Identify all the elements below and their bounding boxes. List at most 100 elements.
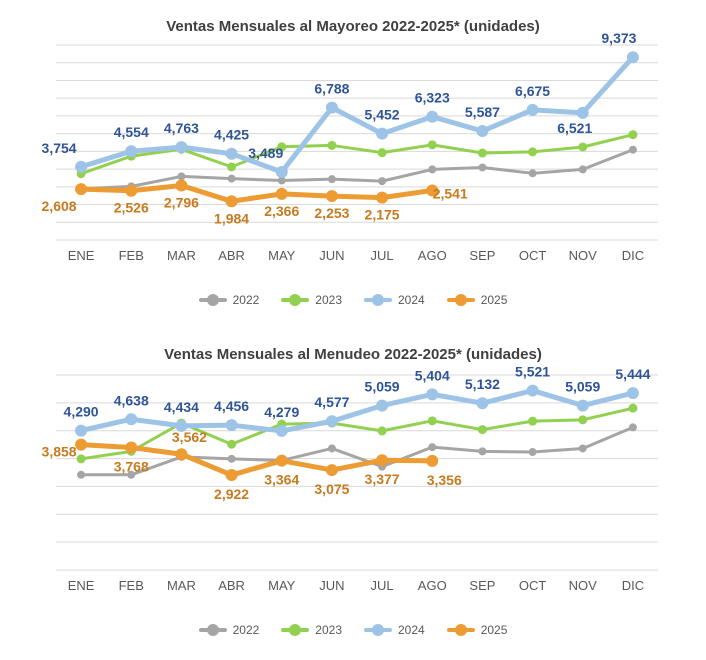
data-label-2024: 4,279 [264, 404, 299, 420]
series-line-2024 [78, 388, 636, 434]
series-line-2024 [78, 54, 636, 175]
x-tick-label: MAR [167, 248, 196, 263]
legend-swatch-2025 [446, 624, 475, 636]
data-label-2025: 2,253 [314, 205, 349, 221]
data-point-2024 [275, 165, 288, 178]
legend-swatch-2023 [281, 624, 310, 636]
data-point-2022 [578, 165, 587, 174]
data-label-2024: 4,456 [214, 398, 249, 414]
legend-swatch-2022 [198, 624, 227, 636]
data-point-2025 [275, 187, 288, 200]
data-point-2024 [376, 127, 389, 140]
data-point-2023 [377, 148, 387, 158]
data-label-2025: 3,364 [264, 472, 299, 488]
x-tick-label: ABR [218, 578, 245, 593]
x-tick-label: JUN [319, 578, 344, 593]
data-point-2023 [277, 142, 287, 152]
data-point-2025 [426, 454, 439, 467]
series-line-2023 [79, 133, 635, 176]
data-label-2024: 6,521 [557, 120, 592, 136]
series-line-2023 [79, 406, 635, 461]
series-line-2022 [79, 425, 635, 477]
legend-label: 2023 [315, 293, 342, 307]
legend-swatch-2024 [364, 624, 392, 636]
data-label-2024: 5,132 [465, 376, 500, 392]
data-point-2022 [478, 163, 487, 172]
data-point-2024 [476, 125, 489, 138]
data-label-2025: 2,541 [433, 185, 468, 201]
data-point-2024 [626, 51, 639, 64]
data-label-2024: 5,059 [365, 379, 400, 395]
legend-label: 2024 [398, 623, 425, 637]
data-point-2024 [125, 145, 138, 158]
data-point-2024 [476, 397, 489, 410]
legend-label: 2022 [232, 623, 260, 637]
data-point-2023 [628, 130, 638, 140]
series-line-2022 [79, 148, 635, 191]
data-label-2024: 4,290 [64, 404, 99, 420]
data-label-2024: 5,444 [615, 366, 650, 382]
data-point-2022 [327, 175, 336, 184]
data-point-2022 [327, 444, 336, 453]
data-point-2025 [376, 454, 389, 467]
data-point-2025 [175, 448, 188, 461]
data-point-2022 [578, 444, 587, 453]
data-point-2022 [227, 174, 236, 183]
data-label-2024: 5,452 [365, 107, 400, 123]
chart-menudeo: Ventas Mensuales al Menudeo 2022-2025* (… [0, 330, 706, 660]
data-point-2024 [426, 388, 439, 401]
data-point-2024 [576, 106, 589, 119]
data-point-2022 [277, 176, 286, 185]
legend-swatch-2025 [446, 294, 475, 306]
data-point-2025 [325, 464, 338, 477]
data-point-2024 [526, 384, 539, 397]
data-point-2022 [177, 172, 186, 181]
x-tick-label: AGO [418, 578, 447, 593]
data-label-2025: 3,356 [427, 472, 462, 488]
x-tick-label: SEP [469, 248, 495, 263]
data-label-2025: 2,526 [114, 200, 149, 216]
legend-item-2025: 2025 [446, 623, 507, 637]
x-tick-label: JUL [371, 248, 394, 263]
legend-label: 2024 [398, 293, 425, 307]
data-point-2024 [426, 110, 439, 123]
data-label-2024: 4,425 [214, 127, 249, 143]
data-point-2025 [125, 441, 138, 454]
data-point-2024 [376, 399, 389, 412]
chart-title: Ventas Mensuales al Menudeo 2022-2025* (… [164, 346, 542, 363]
data-label-2024: 6,323 [415, 90, 450, 106]
legend-item-2022: 2022 [198, 293, 259, 307]
data-label-2025: 2,922 [214, 486, 249, 502]
data-point-2022 [478, 447, 487, 456]
x-tick-label: MAY [268, 578, 296, 593]
data-point-2024 [225, 147, 238, 160]
data-label-2024: 3,489 [248, 145, 283, 161]
data-point-2025 [225, 469, 238, 482]
x-tick-label: ENE [68, 578, 95, 593]
legend-item-2024: 2024 [364, 623, 425, 637]
data-label-2025: 3,768 [114, 459, 149, 475]
x-tick-label: OCT [519, 248, 547, 263]
data-point-2022 [528, 448, 537, 457]
chart-legend: 2022 2023 2024 2025 [0, 293, 706, 307]
data-point-2023 [227, 162, 237, 172]
data-label-2025: 3,075 [314, 481, 349, 497]
data-point-2024 [175, 141, 188, 154]
x-tick-label: SEP [469, 578, 495, 593]
data-label-2024: 6,788 [314, 81, 349, 97]
data-point-2023 [528, 147, 538, 157]
data-point-2025 [75, 183, 88, 196]
data-point-2023 [427, 140, 437, 150]
legend-item-2023: 2023 [281, 293, 342, 307]
data-label-2024: 6,675 [515, 83, 550, 99]
data-point-2024 [325, 101, 338, 114]
data-label-2025: 3,858 [42, 444, 77, 460]
data-label-2025: 1,984 [214, 210, 249, 226]
data-point-2023 [76, 454, 86, 464]
x-tick-label: DIC [622, 578, 644, 593]
x-tick-label: DIC [622, 248, 644, 263]
data-point-2023 [227, 439, 237, 449]
x-tick-label: NOV [569, 248, 598, 263]
data-point-2022 [227, 454, 236, 463]
data-label-2024: 4,554 [114, 124, 149, 140]
